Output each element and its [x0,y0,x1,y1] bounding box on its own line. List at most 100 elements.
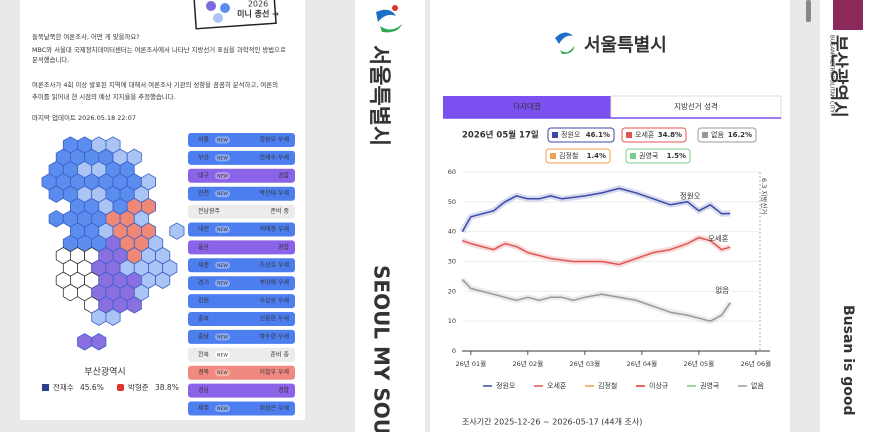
region-status: 준비 중 [271,207,290,215]
line-label: 오세훈 [708,233,729,243]
new-badge [215,369,230,377]
new-badge [215,351,230,359]
new-badge [215,172,230,180]
region-row[interactable] [188,258,295,273]
pill-swatch [552,132,558,138]
legend-label: 정원오 [496,381,516,390]
y-tick-label: 0 [452,347,456,355]
region-name: 인천 [198,189,209,197]
line-label: 없음 [715,286,729,295]
main-card [430,0,790,432]
pill-name: 김정철 [559,151,578,160]
pill-swatch [626,132,632,138]
region-row[interactable] [188,168,295,183]
region-row[interactable] [188,294,295,309]
badge-year: 2026 [248,0,268,9]
y-tick-label: 40 [448,228,456,236]
line-label: 정원오 [680,190,701,200]
badge-hex [220,3,230,13]
new-label: NEW [217,370,228,376]
map-hex [91,333,107,351]
pill [545,148,611,164]
pill-name: 없음 [711,131,724,139]
pill-swatch [550,153,556,159]
pill-swatch [630,153,636,159]
region-name: 세종 [198,261,210,269]
region-row[interactable] [188,133,295,147]
new-badge [215,154,230,162]
region-row[interactable] [188,365,295,380]
region-status: 추미애 우세 [259,279,289,287]
new-badge [215,190,230,198]
updated: 마지막 업데이트 2026.05.18 22:07 [32,113,136,122]
tab-label: 다자대결 [513,101,541,111]
x-tick-label: 26년 04월 [627,359,658,368]
legend-swatch [117,384,124,391]
region-status: 경합 [278,386,290,394]
intro-line: MBC와 서울대 국제정치데이터센터는 여론조사에서 나타난 지방선거 표심을 … [32,45,286,54]
intro-line: 분석했습니다. [32,55,69,64]
pill [621,127,687,143]
pill [697,127,757,143]
x-tick-label: 26년 06월 [741,359,772,368]
new-label: NEW [217,352,228,358]
region-name: 전남광주 [198,207,221,215]
banner-title: 부산광역시 [828,35,849,118]
region-row[interactable] [188,329,295,344]
region-name: 경기 [198,279,209,287]
legend-value: 38.8% [155,383,179,392]
banner-slogan: Busan is good [840,305,856,416]
region-row[interactable] [188,276,295,291]
region-row[interactable] [188,150,295,165]
region-status: 준비 중 [271,350,290,358]
legend-label: 없음 [751,382,764,390]
region-row[interactable] [188,222,295,237]
new-label: NEW [217,138,228,144]
pill [625,148,691,164]
region-row[interactable] [188,383,295,398]
region-name: 충북 [198,315,210,323]
region-name: 대전 [198,225,209,233]
y-tick-label: 50 [448,198,456,206]
intro-line: 들쭉날쭉한 여론조사, 어떤 게 맞을까요? [32,32,140,41]
right-banner [820,0,870,432]
region-row[interactable] [188,347,295,362]
region-row[interactable] [188,312,295,326]
legend-name: 전재수 [53,382,74,392]
card-logo [555,32,573,44]
region-name: 경북 [198,369,210,376]
card-logo [560,46,574,54]
card-title: 서울특별시 [584,35,667,56]
scrollbar [806,0,811,22]
region-row[interactable] [188,186,295,201]
region-row[interactable] [188,401,295,416]
region-name: 전북 [198,350,210,358]
region-status: 조상호 우세 [259,261,289,269]
logo [392,5,398,11]
pill-name: 권영국 [639,151,659,160]
x-tick-label: 26년 05월 [684,359,715,368]
middle-banner [355,0,425,432]
region-status: 이철우 우세 [259,368,289,376]
region-status: 박찬대 우세 [259,189,289,197]
region-row[interactable] [188,204,295,219]
series-line [461,278,731,322]
logo [380,24,402,33]
new-badge [215,226,230,233]
date: 2026년 05월 17일 [462,130,539,141]
pill-swatch [702,132,708,138]
x-tick-label: 26년 02월 [513,359,544,368]
legend-label: 오세훈 [547,381,567,390]
map-hex [91,308,107,326]
badge-hex [206,1,216,11]
legend-label: 권영국 [700,381,720,390]
region-row[interactable] [188,240,295,255]
tab-active[interactable] [443,96,611,118]
banner-subtitle: BUSAN METROPOLITAN CITY [829,35,835,113]
map-hex [48,185,64,203]
new-label: NEW [217,227,228,233]
region-status: 전재수 우세 [259,153,289,161]
map-hex [48,210,64,228]
map-hex [169,222,185,240]
